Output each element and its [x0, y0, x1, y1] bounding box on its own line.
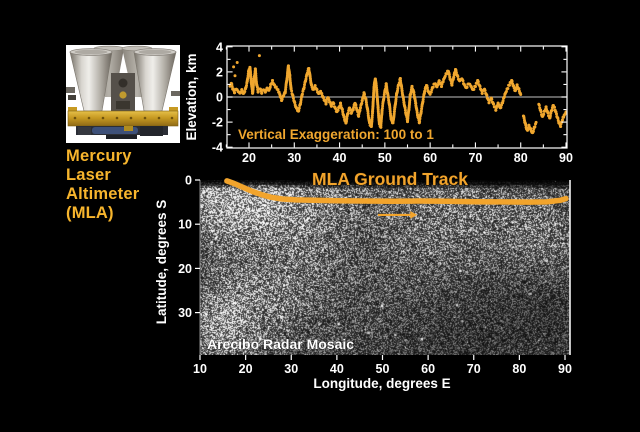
elevation-x-tick-label: 50: [378, 151, 392, 165]
mosaic-y-tick-label: 10: [178, 218, 192, 232]
elevation-chart: 20 30 40 50 60 70 80 90 -4 -2 0 2 4 Elevation, km Ve…: [184, 40, 573, 165]
elevation-plot-frame: [226, 45, 568, 149]
elevation-y-tick-label: -4: [212, 141, 223, 155]
mosaic-y-axis-title: Latitude, degrees S: [155, 200, 169, 325]
mosaic-x-axis-title: Longitude, degrees E: [313, 376, 450, 391]
mosaic-axes: 10 20 30 40 50 60 70 80 90 0 10 20 30: [178, 174, 572, 377]
instrument-caption: Mercury Laser Altimeter (MLA): [66, 147, 140, 222]
mosaic-x-tick-label: 50: [376, 362, 390, 376]
elevation-ticks: [225, 46, 567, 148]
vertical-exaggeration-note: Vertical Exaggeration: 100 to 1: [238, 127, 434, 142]
mosaic-ticks: [195, 179, 566, 360]
elevation-y-axis-title: Elevation, km: [184, 53, 199, 140]
arecibo-radar-mosaic-image: [200, 180, 570, 355]
elevation-x-tick-label: 80: [514, 151, 528, 165]
mosaic-y-tick-label: 30: [178, 306, 192, 320]
elevation-x-tick-label: 90: [559, 151, 573, 165]
center-optics: [111, 73, 135, 111]
mla-instrument-photo: [66, 45, 180, 143]
elevation-plot-area: 20 30 40 50 60 70 80 90 -4 -2 0 2 4: [212, 40, 573, 165]
elevation-y-tick-label: 0: [216, 91, 223, 105]
elevation-data-points: [228, 54, 568, 135]
ground-track-label: MLA Ground Track: [312, 169, 468, 189]
mla-ground-track-line: [224, 178, 569, 205]
elevation-tick-labels: 20 30 40 50 60 70 80 90 -4 -2 0 2 4: [212, 40, 573, 165]
mosaic-y-tick-label: 20: [178, 262, 192, 276]
mosaic-overlay: 10 20 30 40 50 60 70 80 90 0 10 20 30 Latitude, degr…: [155, 169, 572, 391]
mosaic-x-tick-label: 60: [421, 362, 435, 376]
elevation-y-tick-label: -2: [212, 116, 223, 130]
mosaic-x-tick-label: 30: [284, 362, 298, 376]
side-fittings: [66, 87, 180, 100]
mosaic-caption: Arecibo Radar Mosaic: [207, 336, 354, 352]
mosaic-x-tick-label: 40: [330, 362, 344, 376]
front-telescopes: [69, 48, 177, 112]
electronics-underside: [76, 126, 168, 139]
track-direction-arrow: [377, 211, 418, 219]
elevation-y-tick-label: 4: [216, 40, 223, 54]
gold-bench: [67, 107, 179, 127]
elevation-y-tick-label: 2: [216, 65, 223, 79]
mosaic-x-tick-label: 70: [467, 362, 481, 376]
mosaic-x-tick-label: 80: [512, 362, 526, 376]
elevation-x-tick-label: 30: [287, 151, 301, 165]
mosaic-y-tick-label: 0: [185, 174, 192, 188]
mosaic-x-tick-label: 10: [193, 362, 207, 376]
elevation-x-tick-label: 40: [333, 151, 347, 165]
elevation-x-tick-label: 70: [468, 151, 482, 165]
mla-instrument-illustration: [66, 45, 180, 143]
mosaic-x-tick-label: 20: [239, 362, 253, 376]
mosaic-x-tick-label: 90: [558, 362, 572, 376]
elevation-x-tick-label: 60: [423, 151, 437, 165]
elevation-x-tick-label: 20: [242, 151, 256, 165]
mosaic-tick-labels: 10 20 30 40 50 60 70 80 90 0 10 20 30: [178, 174, 572, 377]
